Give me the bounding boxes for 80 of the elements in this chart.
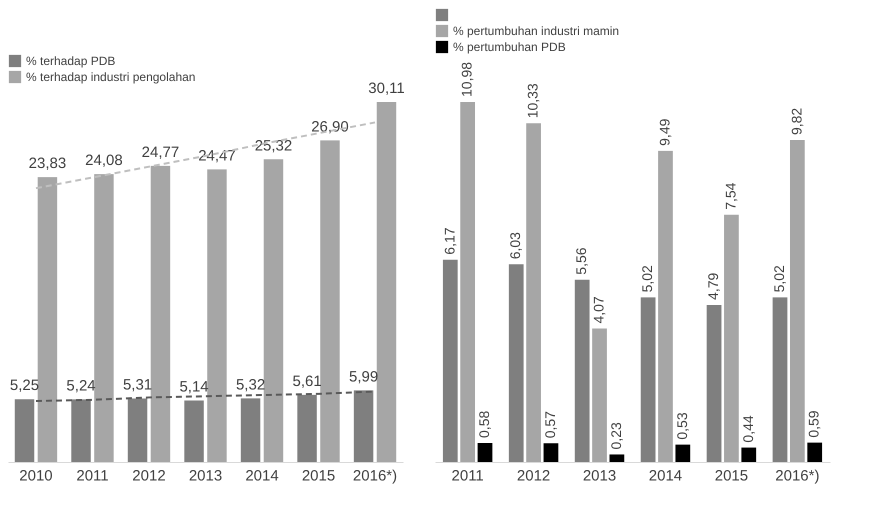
data-label: 5,99 xyxy=(348,368,378,386)
data-label: 5,25 xyxy=(10,377,40,394)
x-tick-label: 2014 xyxy=(245,468,279,484)
data-label: 5,32 xyxy=(236,376,266,394)
bar xyxy=(320,140,340,462)
data-label: 6,17 xyxy=(441,227,458,255)
data-label: 30,11 xyxy=(368,80,405,97)
data-label: 0,23 xyxy=(608,422,624,450)
data-label: 7,54 xyxy=(722,182,738,210)
bar xyxy=(207,169,227,462)
data-label: 5,61 xyxy=(292,372,322,390)
data-label: 24,08 xyxy=(85,152,123,170)
bar xyxy=(706,304,722,462)
x-tick-label: 2010 xyxy=(19,468,53,484)
bar xyxy=(610,454,624,462)
bar xyxy=(772,297,788,462)
data-label: 23,83 xyxy=(28,155,66,172)
data-label: 6,03 xyxy=(507,232,524,260)
bar xyxy=(38,177,58,462)
bar xyxy=(240,398,260,462)
x-tick-label: 2012 xyxy=(516,468,550,484)
data-label: 10,98 xyxy=(458,62,475,97)
bar xyxy=(128,398,148,462)
bar xyxy=(658,150,673,462)
x-tick-label: 2013 xyxy=(188,468,222,484)
data-label: 0,58 xyxy=(476,410,492,438)
bar xyxy=(460,102,476,462)
data-label: 25,32 xyxy=(254,137,292,154)
x-tick-label: 2016*) xyxy=(775,468,820,484)
x-tick-label: 2014 xyxy=(648,468,682,484)
data-label: 0,57 xyxy=(542,410,558,438)
bar xyxy=(508,264,524,462)
legend-label: % pertumbuhan industri mamin xyxy=(453,24,620,38)
bar xyxy=(574,280,590,462)
data-label: 24,77 xyxy=(142,144,180,161)
x-tick-label: 2015 xyxy=(302,468,336,484)
bar xyxy=(592,328,607,462)
bar xyxy=(297,394,317,462)
data-label: 5,14 xyxy=(179,378,209,396)
bar xyxy=(94,174,114,462)
data-label: 5,56 xyxy=(573,247,590,275)
bar xyxy=(14,399,34,462)
data-label: 0,44 xyxy=(740,415,756,443)
x-tick-label: 2015 xyxy=(714,468,748,484)
bar xyxy=(544,443,558,462)
data-label: 5,02 xyxy=(771,264,788,292)
bar xyxy=(790,140,805,462)
bar xyxy=(526,123,541,462)
data-label: 0,59 xyxy=(806,410,822,438)
bar xyxy=(640,297,656,462)
data-label: 4,79 xyxy=(705,272,722,300)
bar xyxy=(442,260,458,462)
x-tick-label: 2011 xyxy=(452,468,484,484)
bar xyxy=(478,442,492,462)
data-label: 9,49 xyxy=(656,118,672,146)
bar xyxy=(807,442,822,462)
bar xyxy=(724,214,739,462)
x-tick-label: 2012 xyxy=(132,468,166,484)
bar xyxy=(675,444,690,462)
data-label: 26,90 xyxy=(311,118,349,136)
bar xyxy=(376,102,396,462)
data-label: 4,07 xyxy=(590,296,607,324)
data-label: 10,33 xyxy=(524,83,541,118)
legend-label: % terhadap industri pengolahan xyxy=(26,70,196,84)
bar xyxy=(184,400,204,462)
data-label: 0,53 xyxy=(674,412,690,440)
legend-label: % terhadap PDB xyxy=(26,54,116,68)
bar xyxy=(264,159,284,462)
data-label: 5,31 xyxy=(122,376,152,394)
x-tick-label: 2013 xyxy=(582,468,616,484)
bar xyxy=(354,390,374,462)
legend-label: % pertumbuhan PDB xyxy=(453,40,566,54)
bar xyxy=(71,399,91,462)
data-label: 5,24 xyxy=(66,377,96,394)
x-tick-label: 2016*) xyxy=(352,468,398,484)
data-label: 9,82 xyxy=(788,108,804,136)
bar xyxy=(741,448,756,462)
bar xyxy=(150,166,170,462)
x-tick-label: 2011 xyxy=(76,468,109,484)
data-label: 5,02 xyxy=(639,264,656,292)
